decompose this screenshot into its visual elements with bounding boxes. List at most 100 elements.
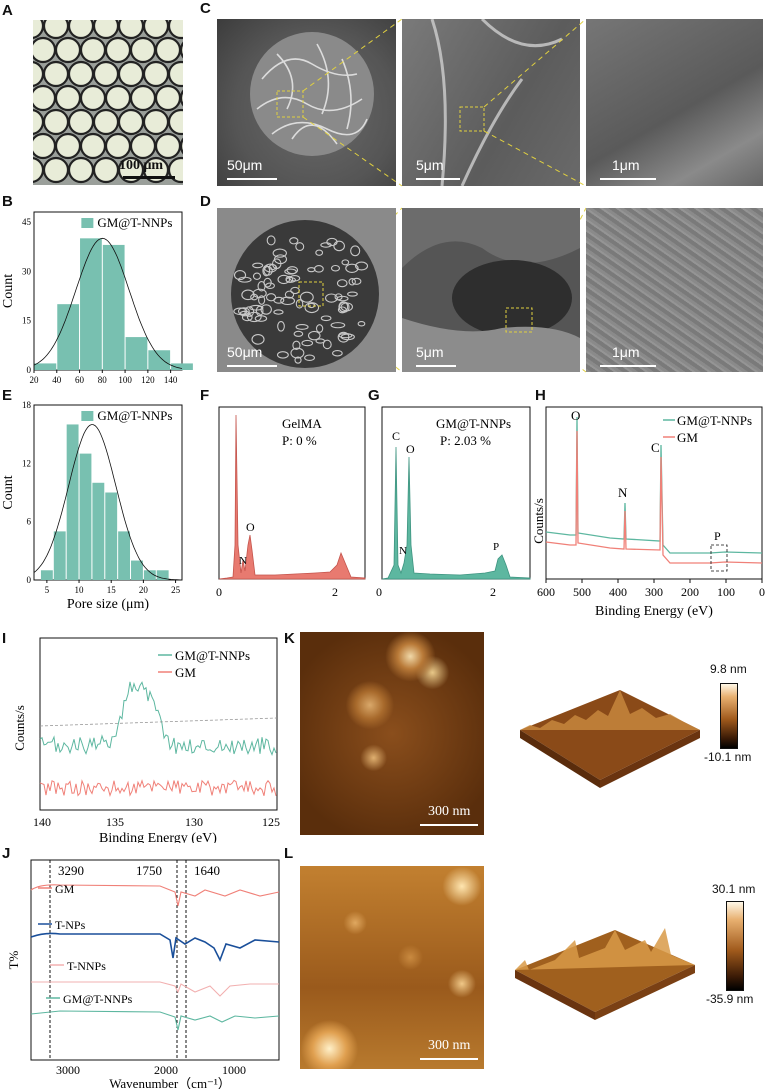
- x-tick: 100: [118, 375, 132, 385]
- y-tick: 18: [22, 400, 32, 410]
- chart-xps-survey: O N C P GM@T-NNPs GM Counts/s 600 500 400 3…: [531, 406, 765, 619]
- x-tick: 1000: [222, 1063, 246, 1077]
- histogram-bar: [125, 337, 148, 370]
- sem-image-d3: 1μm: [586, 208, 763, 372]
- scale-bar: [227, 365, 277, 367]
- histogram-bar: [79, 453, 92, 580]
- x-tick: 130: [185, 815, 203, 829]
- x-tick: 20: [139, 585, 149, 595]
- chart-pore-size: 5 10 15 20 25 0 6 12 18 GM@T-NNPs Pore size (μm) Co…: [1, 400, 183, 612]
- eds-spectrum-gm-t-nnps: [381, 446, 531, 580]
- panel-label-a: A: [2, 2, 13, 19]
- colorbar-max-label: 9.8 nm: [710, 662, 747, 676]
- series-gm: [30, 884, 280, 907]
- histogram-bar: [57, 304, 80, 370]
- x-tick: 200: [681, 585, 699, 599]
- legend-gm-t-nnps: GM@T-NNPs: [175, 648, 250, 663]
- afm-colorbar-k: [720, 683, 738, 749]
- x-tick: 5: [45, 585, 50, 595]
- x-tick: 0: [759, 585, 765, 599]
- colorbar-max-label: 30.1 nm: [712, 882, 756, 896]
- x-axis-label: Binding Energy (eV): [99, 831, 217, 843]
- x-tick: 400: [609, 585, 627, 599]
- peak-label-c: C: [392, 429, 400, 443]
- series-gm: [545, 430, 763, 564]
- x-tick: 140: [164, 375, 178, 385]
- legend-gm: GM: [175, 665, 196, 680]
- annotation-sample: GelMA: [282, 416, 322, 431]
- x-tick: 10: [75, 585, 85, 595]
- x-tick: 125: [262, 815, 280, 829]
- histogram-bar: [131, 560, 143, 580]
- microsphere: [179, 137, 183, 155]
- x-tick: 600: [537, 585, 555, 599]
- histogram-bar: [66, 424, 79, 580]
- microsphere-array: [33, 20, 183, 185]
- microsphere: [167, 20, 183, 40]
- panel-label-c: C: [200, 0, 211, 17]
- scale-bar-label: 50μm: [227, 344, 263, 360]
- sem-fiber-detail: [430, 19, 563, 186]
- panel-label-f: F: [200, 387, 210, 404]
- annotation-p-content: P: 0 %: [282, 433, 317, 448]
- chart-xps-p2p: GM@T-NNPs GM Counts/s 140 135 130 125 Bi…: [12, 637, 280, 843]
- x-tick: 0: [376, 585, 382, 599]
- scale-bar: [420, 824, 478, 826]
- x-tick: 135: [106, 815, 124, 829]
- eds-spectrum-gelma: [218, 414, 366, 580]
- histogram-bar: [148, 350, 171, 370]
- sem-porous-sphere: [231, 220, 379, 368]
- marker-label: 3290: [58, 863, 84, 878]
- panel-label-b: B: [2, 193, 13, 210]
- histogram-bar: [40, 570, 53, 580]
- microsphere: [167, 108, 183, 136]
- y-tick: 6: [27, 517, 32, 527]
- histogram-bar: [80, 238, 102, 370]
- legend-gm-t-nnps: GM@T-NNPs: [63, 992, 133, 1006]
- legend-label: GM@T-NNPs: [97, 215, 172, 230]
- panel-label-d: D: [200, 193, 211, 210]
- baseline: [39, 717, 278, 727]
- scale-bar: [416, 178, 460, 180]
- x-tick: 80: [98, 375, 108, 385]
- y-tick: 45: [22, 217, 32, 227]
- legend-label: GM@T-NNPs: [97, 408, 172, 423]
- scale-bar-label: 300 nm: [428, 1038, 471, 1053]
- normal-fit-curve: [33, 424, 182, 581]
- colorbar-min-label: -10.1 nm: [704, 750, 752, 764]
- legend-gm-t-nnps: GM@T-NNPs: [677, 413, 752, 428]
- y-tick: 15: [22, 316, 32, 326]
- y-axis-label: Count: [1, 475, 16, 509]
- microsphere: [179, 41, 183, 59]
- histogram-bar: [143, 570, 156, 580]
- peak-label-n: N: [239, 555, 247, 567]
- x-tick: 25: [171, 585, 181, 595]
- scale-bar: [227, 178, 277, 180]
- peak-label-c: C: [651, 440, 660, 455]
- scale-bar: [600, 178, 656, 180]
- sem-image-c1: 50μm: [217, 19, 396, 186]
- sem-wrinkled-sphere: [250, 32, 374, 156]
- chart-eds-gm-t-nnps: C O N P GM@T-NNPs P: 2.03 % 0 2: [376, 406, 531, 599]
- histogram-bar: [171, 363, 193, 370]
- panel-label-l: L: [284, 845, 294, 862]
- histogram-bar: [105, 492, 118, 580]
- histogram-bar: [53, 531, 66, 580]
- x-tick: 140: [33, 815, 51, 829]
- legend-t-nps: T-NPs: [55, 918, 86, 932]
- y-tick: 0: [27, 575, 32, 585]
- x-tick: 3000: [56, 1063, 80, 1077]
- histogram-bar: [34, 363, 57, 370]
- chart-ftir: 3290 1750 1640 GM T-NPs T-NNPs GM@T-NNPs…: [6, 859, 280, 1089]
- microsphere: [167, 156, 183, 184]
- series-gm-t-nnps: [30, 1010, 280, 1031]
- series-t-nps: [30, 932, 280, 962]
- scale-bar: [416, 365, 456, 367]
- y-axis-label: Counts/s: [12, 705, 27, 751]
- peak-label-o: O: [571, 408, 580, 423]
- microsphere: [167, 60, 183, 88]
- sem-image-d2: 5μm: [402, 208, 580, 372]
- panel-label-i: I: [2, 630, 7, 647]
- panel-label-e: E: [2, 387, 13, 404]
- peak-label-o: O: [406, 442, 415, 456]
